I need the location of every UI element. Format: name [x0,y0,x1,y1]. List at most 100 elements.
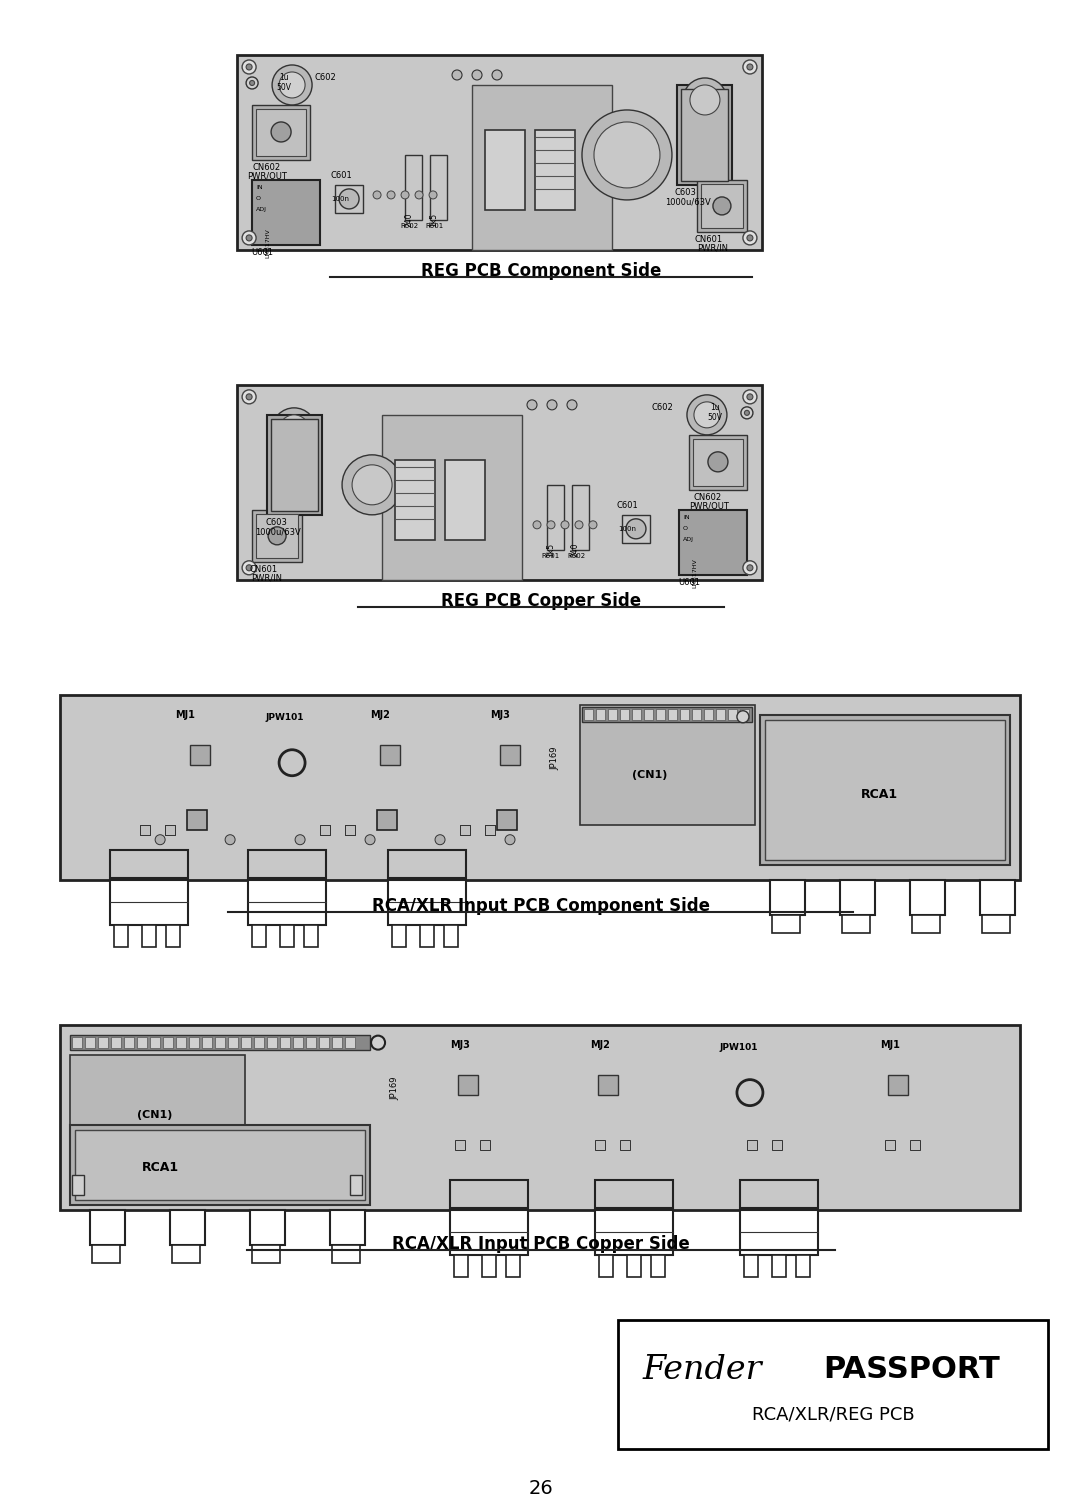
Bar [692,708,701,720]
Text: PWR/OUT: PWR/OUT [689,502,729,511]
Circle shape [279,72,305,98]
Bar [228,1036,238,1048]
Text: CN602: CN602 [694,493,722,502]
Bar [114,925,128,946]
Text: IN: IN [256,185,263,190]
Bar [189,1036,199,1048]
Bar [458,1075,478,1095]
Circle shape [589,520,597,529]
Bar [92,1245,120,1262]
Circle shape [533,520,541,529]
Circle shape [743,561,757,575]
Bar [481,1254,496,1277]
Bar [596,708,605,720]
Bar [460,824,470,835]
Circle shape [272,65,312,105]
Bar [472,84,612,250]
Text: 1k5: 1k5 [546,543,555,556]
Bar [910,880,945,914]
Bar [668,708,677,720]
Bar [124,1036,134,1048]
Bar [85,1036,95,1048]
Bar [388,850,466,878]
Text: O: O [256,196,261,202]
Text: PWR/OUT: PWR/OUT [247,171,287,180]
Bar [248,880,326,925]
Circle shape [626,519,646,538]
Circle shape [342,454,403,514]
Bar [176,1036,186,1048]
Circle shape [272,122,291,141]
Bar [166,824,175,835]
Text: 100n: 100n [618,526,636,532]
Text: REG PCB Component Side: REG PCB Component Side [421,262,661,280]
Circle shape [246,65,252,71]
Bar [485,824,496,835]
Bar [345,824,355,835]
Bar [330,1209,365,1245]
Bar [345,824,355,835]
Bar [910,1140,920,1149]
Text: 240: 240 [404,212,413,227]
Bar [885,1140,895,1149]
Circle shape [155,835,166,845]
Text: RCA/XLR Input PCB Copper Side: RCA/XLR Input PCB Copper Side [392,1235,690,1253]
Bar [377,809,397,830]
Bar [345,824,355,835]
Bar [744,1254,757,1277]
Circle shape [268,526,286,544]
Bar [765,720,1005,860]
Circle shape [242,60,256,74]
Bar [460,824,470,835]
Text: U601: U601 [678,578,700,587]
Circle shape [743,232,757,245]
Bar [382,415,522,581]
Bar [701,183,743,229]
Bar [771,914,800,932]
Bar [460,824,470,835]
Bar [335,185,364,214]
Circle shape [371,1036,385,1050]
Bar [267,1036,277,1048]
Bar [137,1036,147,1048]
Circle shape [242,390,256,405]
Bar [599,1254,613,1277]
Circle shape [352,465,392,505]
Bar [677,84,731,185]
Bar [304,925,318,946]
Bar [70,1035,370,1050]
Circle shape [708,451,728,472]
Bar [444,925,458,946]
Circle shape [250,81,254,86]
Bar [681,89,728,180]
Circle shape [747,235,753,241]
Bar [72,1175,84,1194]
Circle shape [225,835,235,845]
Text: RCA1: RCA1 [861,788,898,802]
Bar [572,484,589,550]
Bar [485,824,496,835]
Text: LM317HV: LM317HV [692,558,697,588]
Bar [237,385,762,581]
Text: JP169: JP169 [391,1077,399,1099]
Text: MJ1: MJ1 [175,710,195,720]
Bar [595,1140,605,1149]
Bar [110,880,188,925]
Bar [388,880,466,925]
Circle shape [339,190,359,209]
Bar [740,1179,818,1208]
Text: 1k5: 1k5 [430,214,438,227]
Text: PASSPORT: PASSPORT [823,1355,1000,1384]
Text: O: O [683,526,688,531]
Bar [70,1054,246,1175]
Circle shape [744,411,750,415]
Circle shape [582,110,672,200]
Text: 240: 240 [571,543,580,556]
Text: RCA1: RCA1 [142,1161,179,1175]
Bar [254,1036,264,1048]
Bar [395,460,435,540]
Text: R602: R602 [400,223,418,229]
Bar [584,708,593,720]
Circle shape [743,60,757,74]
Circle shape [387,191,395,199]
